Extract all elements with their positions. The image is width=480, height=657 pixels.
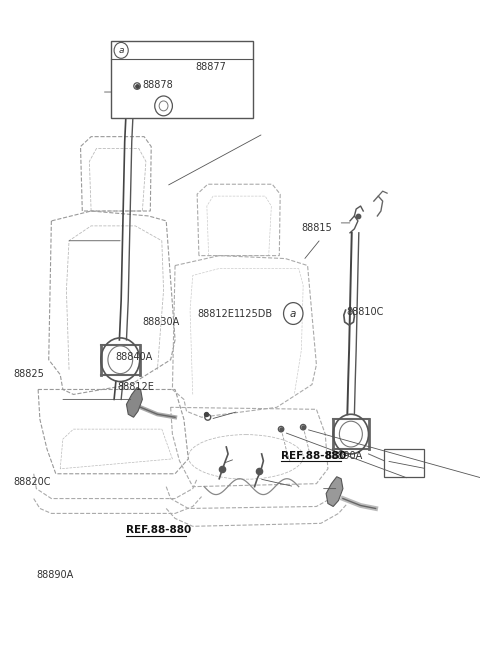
Point	[300, 422, 307, 432]
Text: REF.88-880: REF.88-880	[126, 526, 191, 535]
Polygon shape	[326, 477, 343, 507]
Point	[144, 88, 152, 99]
Text: 88820C: 88820C	[13, 476, 51, 487]
Text: 88830A: 88830A	[143, 317, 180, 327]
Text: REF.88-880: REF.88-880	[280, 451, 346, 461]
Point	[277, 424, 285, 434]
Text: 88810C: 88810C	[346, 307, 384, 317]
Point	[202, 409, 210, 420]
Polygon shape	[126, 388, 143, 417]
Point	[204, 412, 212, 422]
Point	[133, 81, 141, 91]
Point	[354, 211, 362, 221]
Point	[218, 464, 226, 474]
Text: 88890A: 88890A	[325, 451, 362, 461]
Text: 88815: 88815	[302, 223, 333, 233]
Text: a: a	[290, 309, 297, 319]
Text: 88812E: 88812E	[117, 382, 154, 392]
Point	[133, 81, 141, 91]
Text: 88890A: 88890A	[36, 570, 74, 579]
Text: 88840A: 88840A	[115, 351, 153, 361]
Point	[255, 466, 263, 476]
Bar	[384, 449, 424, 477]
Text: 1125DB: 1125DB	[234, 309, 273, 319]
Circle shape	[284, 303, 303, 325]
Text: 88877: 88877	[196, 62, 227, 72]
Point	[138, 85, 145, 95]
Text: 88825: 88825	[13, 369, 44, 379]
Bar	[110, 41, 253, 118]
Point	[300, 422, 307, 432]
Text: 88812E: 88812E	[198, 309, 235, 319]
Text: a: a	[119, 46, 124, 55]
Point	[277, 424, 285, 434]
Text: 88878: 88878	[143, 80, 173, 90]
